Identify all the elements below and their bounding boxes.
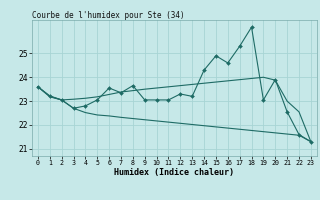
X-axis label: Humidex (Indice chaleur): Humidex (Indice chaleur) [115, 168, 234, 177]
Text: Courbe de l'humidex pour Ste (34): Courbe de l'humidex pour Ste (34) [32, 11, 185, 20]
